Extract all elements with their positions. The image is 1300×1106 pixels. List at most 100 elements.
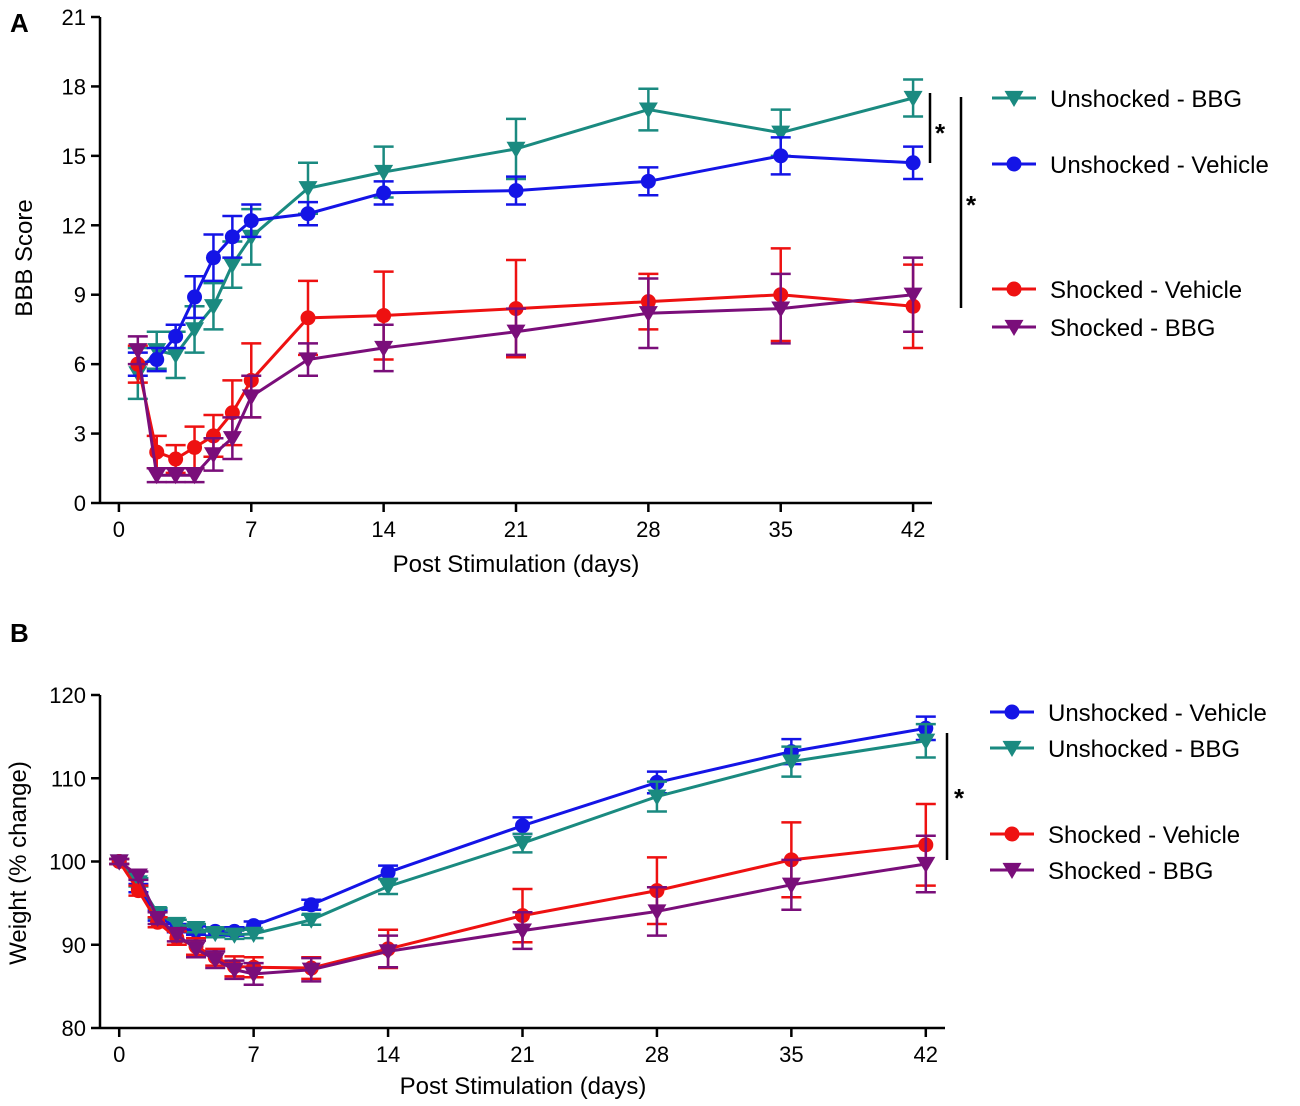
panel-a-series-shocked-bbg-point — [147, 468, 167, 485]
panel-a-legend-unshocked-bbg: Unshocked - BBG — [992, 86, 1242, 113]
panel-a-series-shocked-vehicle-point — [300, 310, 316, 326]
panel-a-series-shocked-bbg-point — [222, 431, 242, 448]
panel-b-legend-shocked-bbg-marker — [1002, 862, 1022, 880]
panel-a-series-unshocked-bbg-point — [222, 257, 242, 274]
panel-a-series-shocked-bbg-point — [771, 301, 791, 318]
panel-a-y-axis-title: BBB Score — [11, 199, 38, 316]
panel-b-series-shocked-bbg-point — [167, 927, 187, 944]
panel-a-series-shocked-vehicle — [127, 247, 924, 475]
panel-b-series-shocked-bbg-point — [128, 868, 148, 885]
panel-b-series-shocked-bbg-point — [244, 966, 264, 983]
panel-b-series-unshocked-bbg-point — [167, 916, 187, 933]
panel-b-series-shocked-bbg-point — [916, 856, 936, 874]
panel-a-series-unshocked-bbg-point — [298, 181, 318, 198]
panel-b-x-tick-label: 42 — [914, 1042, 938, 1067]
panel-a-legend-shocked-bbg: Shocked - BBG — [992, 315, 1215, 342]
panel-b-significance: * — [945, 733, 965, 860]
panel-b-series-shocked-bbg-point — [301, 962, 321, 979]
panel-b-label: B — [10, 618, 29, 648]
panel-a-series-unshocked-vehicle-point — [243, 213, 259, 229]
panel-a-series-shocked-bbg-point — [185, 468, 205, 485]
panel-a-x-tick-label: 7 — [245, 517, 257, 542]
panel-b-legend-shocked-bbg-label: Shocked - BBG — [1048, 858, 1213, 885]
panel-b-series-shocked-bbg-point — [378, 944, 398, 961]
panel-b-series-unshocked-bbg-point — [301, 912, 321, 929]
panel-a-series-unshocked-vehicle-point — [300, 206, 316, 222]
panel-a-legend-shocked-bbg-label: Shocked - BBG — [1050, 315, 1215, 342]
panel-b-legend-shocked-vehicle-marker — [1004, 826, 1020, 842]
panel-a-series-unshocked-bbg-point — [638, 102, 658, 119]
panel-b-legend-unshocked-bbg: Unshocked - BBG — [990, 736, 1240, 763]
panel-a-legend-unshocked-bbg-label: Unshocked - BBG — [1050, 86, 1242, 113]
panel-a-series-shocked-vehicle-point — [168, 451, 184, 467]
panel-b-series-unshocked-bbg-point — [916, 733, 936, 750]
panel-a-series-shocked-bbg-point — [298, 352, 318, 369]
panel-a-series-shocked-bbg-point — [374, 340, 394, 357]
panel-b-legend-unshocked-vehicle: Unshocked - Vehicle — [990, 700, 1267, 727]
panel-a-y-tick-label: 21 — [62, 5, 86, 30]
panel-b-series-unshocked-bbg-point — [781, 754, 801, 771]
panel-a-x-tick-label: 21 — [504, 517, 528, 542]
panel-a-series — [127, 78, 924, 485]
panel-a-y-tick-label: 12 — [62, 213, 86, 238]
panel-b-series-unshocked-bbg-point — [647, 789, 667, 806]
panel-a-series-shocked-bbg-point — [203, 447, 223, 464]
panel-a-legend-unshocked-bbg-marker — [1004, 90, 1024, 108]
panel-a-y-tick-label: 18 — [62, 74, 86, 99]
panel-b-legend-shocked-vehicle-label: Shocked - Vehicle — [1048, 822, 1240, 849]
panel-a-series-unshocked-bbg-point — [374, 164, 394, 182]
panel-a-series-unshocked-bbg-point — [203, 299, 223, 316]
panel-b-x-tick-label: 0 — [113, 1042, 125, 1067]
panel-b-legend-shocked-bbg: Shocked - BBG — [990, 858, 1213, 885]
panel-a-series-unshocked-vehicle-point — [376, 185, 392, 201]
panel-a-legend-shocked-bbg-marker — [1004, 319, 1024, 337]
panel-a-legend-shocked-vehicle-marker — [1006, 281, 1022, 297]
panel-b-y-tick-label: 110 — [51, 766, 86, 791]
panel-a-series-unshocked-vehicle-point — [640, 173, 656, 189]
panel-a-series-unshocked-bbg-point — [506, 141, 526, 158]
panel-a-series-shocked-vehicle-point — [376, 308, 392, 324]
panel-b-series-shocked-bbg-point — [186, 941, 206, 958]
panel-b-series-shocked-bbg-point — [148, 910, 168, 928]
panel-a-x-tick-label: 14 — [371, 517, 395, 542]
panel-a-legend-unshocked-vehicle: Unshocked - Vehicle — [992, 152, 1269, 179]
panel-a-legend-shocked-vehicle-label: Shocked - Vehicle — [1050, 277, 1242, 304]
panel-a-series-shocked-bbg-point — [128, 343, 148, 360]
panel-a-x-tick-label: 0 — [113, 517, 125, 542]
panel-b-series-unshocked-bbg-point — [513, 836, 532, 853]
panel-b-legend-unshocked-bbg-marker — [1002, 740, 1022, 758]
panel-a-significance: * * — [928, 93, 977, 308]
panel-b-x-tick-label: 7 — [248, 1042, 260, 1067]
panel-b-series-shocked-bbg-point — [781, 877, 801, 894]
sig-star-unshocked: * — [935, 118, 946, 148]
panel-a-series-shocked-bbg-point — [506, 324, 526, 341]
panel-b-x-tick-label: 35 — [779, 1042, 803, 1067]
panel-a-x-tick-label: 35 — [768, 517, 792, 542]
panel-a-series-shocked-vehicle-point — [205, 428, 221, 444]
panel-a-series-unshocked-bbg-point — [166, 347, 186, 364]
sig-star-shock: * — [966, 190, 977, 220]
panel-a-x-tick-label: 42 — [901, 517, 925, 542]
panel-b-x-tick-label: 14 — [376, 1042, 400, 1067]
panel-b-series — [109, 715, 936, 986]
panel-a-series-unshocked-vehicle-point — [773, 148, 789, 164]
panel-b-legend-unshocked-bbg-label: Unshocked - BBG — [1048, 736, 1240, 763]
panel-b-y-tick-label: 90 — [62, 933, 86, 958]
panel-b-series-shocked-bbg-point — [205, 952, 225, 969]
panel-b: B 80 90 100 110 120 0 7 14 21 28 35 42 Post Stimula… — [5, 618, 1267, 1100]
panel-a-y-tick-label: 3 — [74, 422, 86, 447]
panel-a-series-unshocked-vehicle-point — [205, 250, 221, 266]
panel-b-legend: Unshocked - Vehicle Unshocked - BBG Shocke… — [990, 700, 1267, 885]
panel-a-series-unshocked-vehicle-point — [168, 328, 184, 344]
panel-b-x-tick-label: 28 — [645, 1042, 669, 1067]
panel-b-series-unshocked-bbg-point — [224, 927, 244, 944]
panel-b-series-unshocked-vehicle-point — [380, 864, 396, 880]
panel-a-x-tick-label: 28 — [636, 517, 660, 542]
panel-b-y-tick-label: 120 — [49, 683, 86, 708]
panel-b-x-axis-title: Post Stimulation (days) — [400, 1073, 647, 1100]
panel-b-legend-unshocked-vehicle-marker — [1004, 704, 1020, 720]
panel-a-legend: Unshocked - BBG Unshocked - Vehicle Shocke… — [992, 86, 1269, 342]
panel-a-y-tick-label: 15 — [62, 144, 86, 169]
panel-b-legend-shocked-vehicle: Shocked - Vehicle — [990, 822, 1240, 849]
